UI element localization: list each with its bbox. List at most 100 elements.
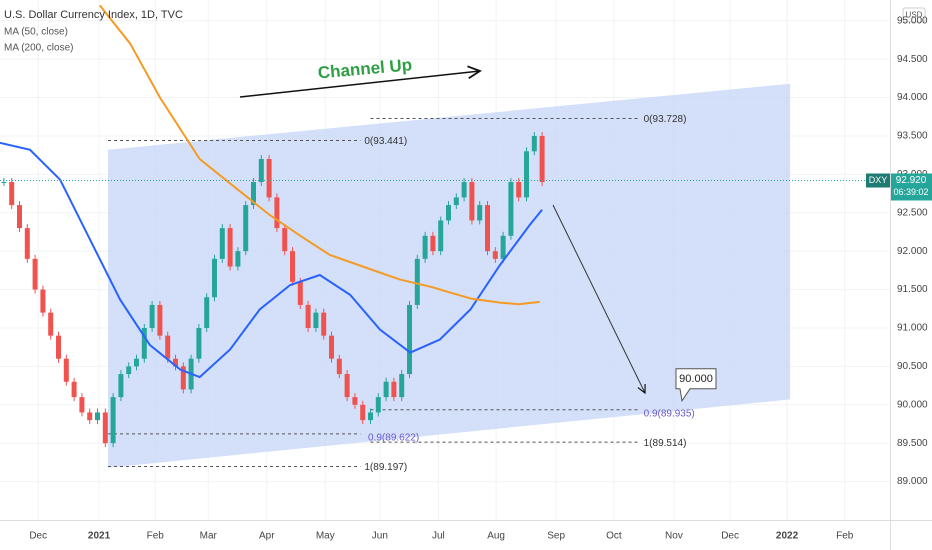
currency-badge[interactable] [902,7,926,23]
fib-label: 1(89.197) [364,462,407,473]
candle-body [383,381,389,398]
candle-body [336,358,342,375]
candle-body [219,228,225,259]
legend-entry: MA (200, close) [4,43,73,54]
candle-body [469,182,475,221]
candle-body [477,205,483,221]
candle-body [126,366,132,375]
x-tick-label: May [316,531,335,542]
candle-body [422,235,428,259]
candle-body [274,197,280,229]
candle-body [430,235,436,252]
y-tick-label: 90.000 [897,399,928,410]
candle-body [492,251,498,259]
candle-body [87,412,93,421]
x-tick-label: Feb [147,531,165,542]
candle-body [446,205,452,221]
candle-body [227,228,233,267]
candle-body [95,412,101,421]
price-tag [891,173,932,201]
candle-body [524,151,530,198]
candle-body [102,412,108,444]
price-label: 92.920 [896,175,927,186]
fib-label: 0.9(89.622) [368,432,419,443]
plot-area: 0(93.441) 0.9(89.622) 1(89.197) 0(93.728) 0.… [0,0,890,520]
y-tick-label: 92.500 [897,207,928,218]
legend-entry: MA (50, close) [4,27,68,38]
x-tick-label: 2021 [88,531,111,542]
x-tick-label: Jun [372,531,388,542]
y-tick-label: 91.000 [897,323,928,334]
candle-body [508,182,514,236]
candle-body [516,182,522,198]
y-tick-label: 94.500 [897,54,928,65]
candle-body [407,304,413,375]
moving-average [0,141,543,379]
fib-label: 0(93.728) [644,114,687,125]
moving-average [99,4,540,306]
candle-body [79,397,85,413]
candle-body [251,182,257,206]
y-tick-label: 90.500 [897,361,928,372]
candle-body [290,251,296,282]
candle-body [391,381,397,398]
candle-body [399,374,405,398]
y-tick-label: 91.500 [897,284,928,295]
candle-body [539,135,545,183]
fib-label: 1(89.514) [644,438,687,449]
x-tick-label: Apr [259,531,275,542]
x-tick-label: Dec [721,531,739,542]
candle-body [352,397,358,405]
symbol-label: DXY [869,175,888,185]
x-tick-label: Nov [665,531,683,542]
candle-body [414,258,420,305]
x-tick-label: Mar [200,531,218,542]
candle-body [180,366,186,390]
candle-body [438,220,444,252]
y-tick-label: 92.000 [897,246,928,257]
chart-title: U.S. Dollar Currency Index, 1D, TVC [4,9,183,21]
candle-body [157,304,163,336]
x-tick-label: Oct [606,531,622,542]
y-tick-label: 89.500 [897,438,928,449]
candle-body [63,358,69,382]
x-tick-label: Feb [836,531,854,542]
candle-body [329,335,335,359]
candle-body [344,374,350,398]
candle-body [1,182,7,184]
candle-body [118,374,124,398]
candle-body [531,135,537,152]
currency-label: USD [906,11,923,20]
target-label: 90.000 [679,373,713,385]
countdown-label: 06:39:02 [893,187,928,197]
candle-body [375,397,381,413]
projection-arrow [552,204,645,393]
candle-body [212,258,218,298]
candle-body [243,205,249,252]
candle-body [48,312,54,336]
candle-body [235,251,241,267]
candle-body [321,312,327,336]
candle-body [196,327,202,359]
channel [108,83,791,468]
candle-body [40,289,46,313]
target-callout [675,368,717,403]
candle-body [461,182,467,198]
symbol-tag [866,173,890,188]
y-tick-label: 95.000 [897,15,928,26]
candle-body [305,304,311,328]
candle-body [165,335,171,359]
x-tick-label: Aug [487,531,505,542]
candle-body [360,404,366,421]
candle-body [500,235,506,259]
y-tick-label: 89.000 [897,476,928,487]
candle-body [173,358,179,367]
candle-body [266,158,272,198]
candle-body [141,327,147,359]
x-tick-label: 2022 [776,531,799,542]
candle-body [204,297,210,328]
x-tick-label: Jul [432,531,445,542]
y-tick-label: 94.000 [897,92,928,103]
candle-body [313,312,319,328]
